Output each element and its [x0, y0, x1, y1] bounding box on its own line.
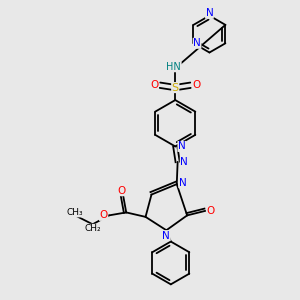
Text: N: N: [179, 178, 187, 188]
Text: N: N: [180, 157, 188, 167]
Text: N: N: [193, 38, 201, 48]
Text: O: O: [192, 80, 200, 90]
Text: HN: HN: [167, 62, 181, 72]
Text: N: N: [163, 231, 170, 241]
Text: O: O: [207, 206, 215, 216]
Text: N: N: [206, 8, 213, 18]
Text: O: O: [100, 210, 108, 220]
Text: O: O: [118, 186, 126, 196]
Text: O: O: [150, 80, 159, 90]
Text: CH₃: CH₃: [67, 208, 83, 217]
Text: S: S: [172, 82, 179, 93]
Text: N: N: [178, 141, 186, 152]
Text: CH₂: CH₂: [84, 224, 101, 233]
